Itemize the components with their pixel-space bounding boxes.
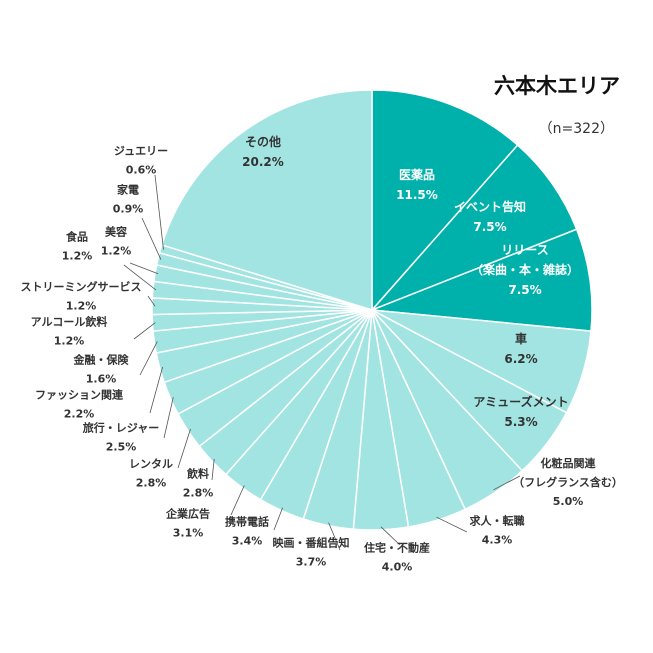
slice-label: 飲料 2.8%	[183, 467, 214, 500]
sample-size-label: （n=322）	[539, 121, 614, 137]
slice-category-label: イベント告知	[454, 199, 526, 214]
slice-label: イベント告知 7.5%	[454, 199, 526, 234]
slice-value-label: 1.2%	[101, 245, 132, 258]
slice-category-label: 家電	[117, 183, 139, 197]
slice-label: 食品 1.2%	[62, 230, 93, 263]
slice-value-label: 7.5%	[508, 283, 541, 297]
slice-value-label: 0.9%	[113, 203, 144, 216]
slice-label: ジュエリー 0.6%	[114, 145, 168, 177]
leader-line	[328, 522, 341, 551]
slice-label: アミューズメント 5.3%	[473, 394, 568, 429]
slice-value-label: 2.5%	[106, 441, 137, 454]
leader-line	[149, 366, 163, 414]
slice-category-label: （楽曲・本・雑誌）	[471, 262, 579, 277]
slice-category-label: 旅行・レジャー	[83, 421, 159, 435]
chart-title: 六本木エリア	[494, 74, 620, 98]
slice-category-label: 映画・番組告知	[273, 536, 350, 550]
slice-value-label: 20.2%	[242, 155, 284, 169]
slice-value-label: 1.2%	[54, 335, 85, 348]
slice-label: 住宅・不動産 4.0%	[364, 541, 430, 574]
slice-category-label: （フレグランス含む）	[513, 475, 623, 489]
slice-category-label: アルコール飲料	[31, 315, 108, 329]
slice-value-label: 1.2%	[66, 300, 97, 313]
slice-category-label: ジュエリー	[114, 145, 168, 158]
slice-value-label: 2.8%	[183, 487, 214, 500]
leader-line	[123, 264, 157, 291]
slice-category-label: 企業広告	[165, 507, 210, 521]
slice-label: レンタル 2.8%	[129, 458, 173, 490]
slice-value-label: 1.2%	[62, 250, 93, 263]
pie-slice	[371, 89, 519, 312]
leader-line	[211, 458, 215, 481]
slice-label: その他 20.2%	[242, 134, 284, 169]
slice-category-label: アミューズメント	[473, 394, 568, 409]
slice-value-label: 11.5%	[396, 188, 438, 202]
slice-category-label: 飲料	[186, 467, 209, 481]
slice-value-label: 7.5%	[473, 220, 506, 234]
slice-category-label: 美容	[105, 225, 127, 239]
leader-lines	[123, 174, 521, 551]
slice-category-label: 携帯電話	[225, 515, 269, 529]
pie-slice	[160, 89, 373, 312]
leader-line	[141, 217, 162, 260]
pie-slices	[151, 89, 593, 531]
slice-label: アルコール飲料 1.2%	[31, 315, 108, 348]
leader-line	[436, 516, 468, 533]
slice-value-label: 0.6%	[126, 164, 157, 177]
leader-line	[154, 174, 164, 250]
slice-value-label: 2.8%	[136, 477, 167, 490]
slice-value-label: 5.3%	[504, 415, 537, 429]
slice-category-label: レンタル	[129, 458, 173, 471]
leader-line	[129, 262, 159, 275]
slice-label: 車 6.2%	[504, 331, 537, 366]
slice-category-label: ファッション関連	[35, 388, 124, 402]
slice-label: 美容 1.2%	[101, 225, 132, 258]
slice-value-label: 3.4%	[232, 535, 263, 548]
slice-value-label: 4.3%	[482, 534, 513, 547]
leader-line	[230, 485, 245, 516]
slice-category-label: 金融・保険	[73, 353, 130, 367]
leader-line	[133, 322, 156, 340]
leader-line	[493, 475, 521, 491]
slice-label: 企業広告 3.1%	[165, 507, 210, 540]
slice-label: 旅行・レジャー 2.5%	[83, 421, 159, 454]
slice-label: 求人・転職 4.3%	[470, 514, 525, 547]
slice-category-label: 求人・転職	[470, 514, 525, 528]
slice-category-label: 車	[515, 331, 527, 346]
pie-slice	[371, 144, 578, 311]
pie-slice	[371, 228, 593, 332]
slice-category-label: 化粧品関連	[541, 456, 597, 470]
leader-line	[147, 295, 156, 307]
slice-value-label: 3.7%	[296, 556, 327, 569]
leader-line	[380, 526, 401, 546]
slice-value-label: 3.1%	[173, 527, 204, 540]
leader-line	[177, 428, 191, 469]
slice-label: 携帯電話 3.4%	[225, 515, 269, 548]
slice-value-label: 1.6%	[86, 373, 117, 386]
slice-label: 映画・番組告知 3.7%	[273, 536, 350, 569]
slice-category-label: ストリーミングサービス	[21, 280, 142, 294]
slice-label: 化粧品関連 （フレグランス含む） 5.0%	[513, 456, 623, 508]
slice-label: リリース （楽曲・本・雑誌） 7.5%	[471, 243, 579, 297]
slice-category-label: 食品	[66, 230, 88, 244]
slice-label: 家電 0.9%	[113, 183, 144, 216]
slice-category-label: 医薬品	[399, 167, 435, 182]
slice-value-label: 4.0%	[382, 561, 413, 574]
slice-value-label: 5.0%	[553, 495, 584, 508]
slice-category-label: 住宅・不動産	[364, 541, 430, 555]
leader-line	[163, 397, 174, 439]
leader-line	[139, 341, 158, 376]
slice-label: 医薬品 11.5%	[396, 167, 438, 202]
slice-value-label: 6.2%	[504, 352, 537, 366]
slice-label: ファッション関連 2.2%	[35, 388, 124, 421]
slice-label: ストリーミングサービス 1.2%	[21, 280, 142, 313]
leader-line	[273, 507, 283, 531]
slice-category-label: リリース	[501, 243, 548, 257]
slice-label: 金融・保険 1.6%	[73, 353, 130, 386]
slice-value-label: 2.2%	[64, 408, 95, 421]
slice-category-label: その他	[245, 134, 281, 149]
slice-labels: 医薬品 11.5% イベント告知 7.5% リリース （楽曲・本・雑誌） 7.5% 車 6.2%…	[21, 134, 623, 574]
